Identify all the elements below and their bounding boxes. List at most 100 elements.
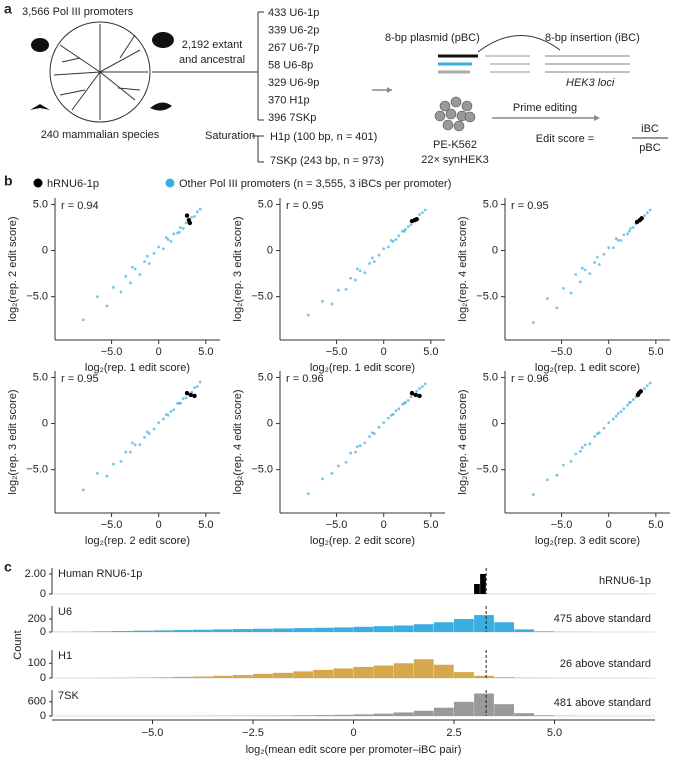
x-tick-label: −5.0 [101,346,123,358]
label: Edit score = [536,133,594,145]
x-tick-label: 5.0 [547,727,562,739]
x-axis-label: log₂(rep. 1 edit score) [85,362,190,374]
bar [494,704,514,716]
plasmid-line [485,55,530,73]
label: 2,192 extant [182,39,243,51]
x-tick-label: 0 [606,519,612,531]
point [602,426,606,430]
point [562,286,565,290]
y-tick-label: 0 [40,588,46,600]
library-item: 329 U6-9p [268,77,319,89]
point [321,477,324,481]
bar [474,675,494,678]
point [172,408,176,412]
point [394,238,398,241]
x-axis-label: log₂(mean edit score per promoter–iBC pa… [246,744,462,756]
bar [333,714,354,716]
label: HEK3 loci [566,77,615,89]
label: Saturation [205,130,255,142]
point [358,269,362,273]
whale-icon [150,102,172,111]
x-axis-label: log₂(rep. 1 edit score) [310,362,415,374]
point [96,295,99,299]
y-tick-label: 100 [28,657,46,669]
point [81,318,85,322]
bar [494,622,514,632]
x-tick-label: −5.0 [101,519,123,531]
point [146,430,149,434]
bar [313,627,334,632]
point [389,413,393,417]
y-tick-label: 0 [42,244,48,256]
row-title: U6 [58,606,72,618]
point [306,313,310,317]
point [629,227,632,230]
highlight-point [639,216,644,221]
highlight-point [409,390,415,396]
arrow-head [387,87,392,93]
point [195,210,199,214]
highlight-point [414,217,419,222]
bar [433,707,454,716]
label: pBC [639,142,660,154]
saturation-item: H1p (100 bp, n = 401) [270,131,377,143]
point [616,239,620,242]
x-tick-label: 5.0 [423,519,438,531]
point [643,214,646,217]
row-title: Human RNU6-1p [58,568,142,580]
point [612,417,615,421]
bar [534,631,555,632]
bar [232,629,253,632]
point [344,287,348,291]
label: 240 mammalian species [41,129,160,141]
point [596,432,599,436]
highlight-point [184,213,190,218]
y-axis-label: log₂(rep. 2 edit score) [7,216,19,321]
bar [333,668,354,678]
point [546,297,549,300]
label: 22× synHEK3 [421,154,489,166]
highlight-point [187,220,193,226]
highlight-point [413,392,418,398]
point [555,473,559,477]
legend-label: hRNU6-1p [47,178,99,190]
x-axis-label: log₂(rep. 3 edit score) [535,535,640,547]
y-tick-label: −5.0 [251,464,273,476]
y-axis-label: log₂(rep. 3 edit score) [7,389,19,494]
point [648,381,652,385]
point [198,380,202,384]
point [579,449,582,453]
panel-label: c [4,559,12,575]
x-axis-label: log₂(rep. 2 edit score) [85,535,190,547]
point [178,401,181,405]
point [372,260,376,264]
point [418,387,421,390]
bar [172,630,193,632]
point [355,445,359,449]
panel-a-art [30,11,668,163]
point [631,398,635,401]
bar [192,676,213,678]
point [588,442,592,446]
point [147,432,151,436]
highlight-point [192,393,197,399]
bar [454,701,474,716]
point [105,304,109,308]
x-tick-label: −5.0 [551,519,573,531]
point [162,247,165,251]
point [626,403,629,407]
arrow-head [594,115,600,121]
point [112,286,115,289]
y-tick-label: 0 [267,244,273,256]
point [129,450,132,454]
point [169,239,173,243]
x-tick-label: 0 [381,519,387,531]
point [344,460,348,464]
x-tick-label: 0 [156,346,162,358]
bar [373,665,394,678]
bar [454,619,474,632]
panel-label: b [4,173,13,189]
legend-marker [33,178,43,188]
y-tick-label: 5.0 [33,371,48,383]
bar [474,615,494,632]
